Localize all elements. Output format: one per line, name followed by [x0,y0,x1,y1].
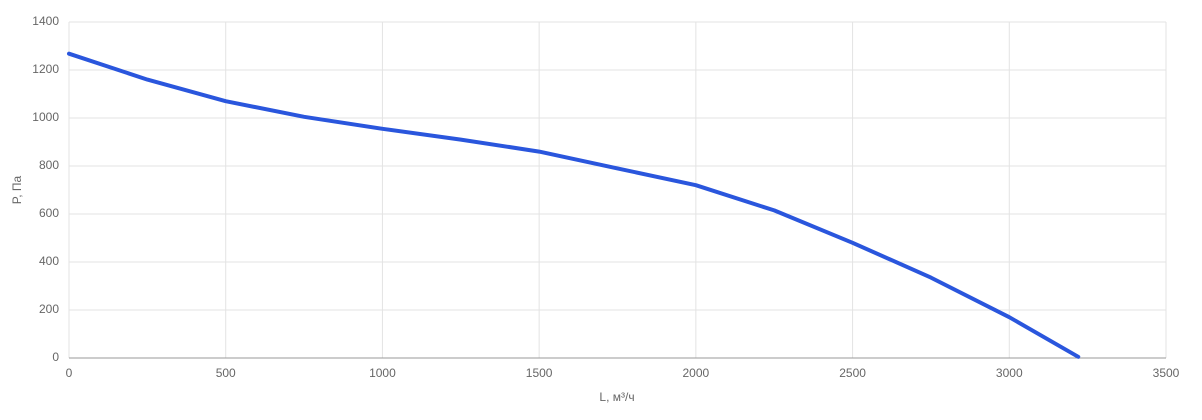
data-line [67,51,1081,359]
x-tick-label: 500 [216,366,236,380]
y-tick-label: 200 [39,302,59,316]
x-tick-label: 0 [66,366,73,380]
y-tick-label: 1400 [32,14,59,28]
y-tick-label: 800 [39,158,59,172]
y-axis-label: P, Па [10,175,24,204]
x-tick-label: 2000 [683,366,710,380]
y-tick-label: 0 [52,350,59,364]
y-tick-label: 400 [39,254,59,268]
y-tick-label: 600 [39,206,59,220]
x-tick-label: 1000 [369,366,396,380]
x-axis-label: L, м³/ч [599,390,634,404]
x-tick-label: 2500 [839,366,866,380]
x-tick-label: 3000 [996,366,1023,380]
y-tick-label: 1000 [32,110,59,124]
x-tick-label: 1500 [526,366,553,380]
x-tick-label: 3500 [1153,366,1180,380]
y-tick-label: 1200 [32,62,59,76]
